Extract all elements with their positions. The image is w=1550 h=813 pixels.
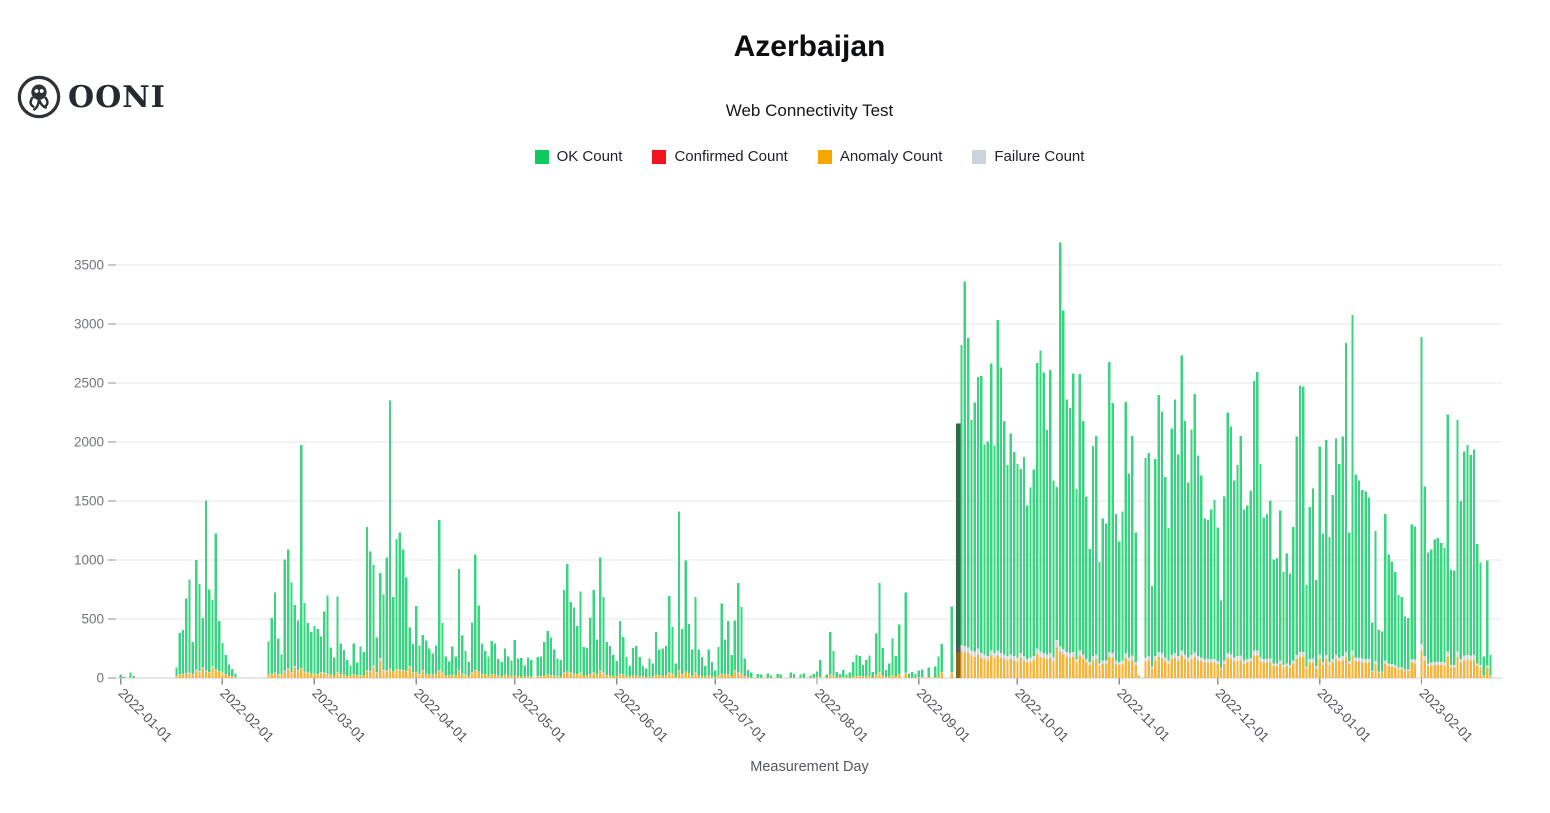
legend-label-anomaly: Anomaly Count xyxy=(839,148,943,165)
svg-text:2022-02-01: 2022-02-01 xyxy=(217,686,276,745)
svg-text:3500: 3500 xyxy=(74,258,104,273)
legend-item-anomaly-count[interactable]: Anomaly Count xyxy=(817,148,943,165)
ooni-wordmark: OONI xyxy=(68,79,166,115)
legend-item-confirmed-count[interactable]: Confirmed Count xyxy=(652,148,788,165)
svg-text:2022-10-01: 2022-10-01 xyxy=(1012,686,1071,745)
svg-text:500: 500 xyxy=(81,612,104,627)
legend-swatch-failure xyxy=(972,149,987,164)
page-title: Azerbaijan xyxy=(733,30,886,63)
svg-text:2022-11-01: 2022-11-01 xyxy=(1114,686,1173,745)
legend-item-ok-count[interactable]: OK Count xyxy=(534,148,623,165)
legend-swatch-anomaly xyxy=(817,149,832,164)
svg-text:2022-07-01: 2022-07-01 xyxy=(710,686,769,745)
ooni-octopus-icon xyxy=(17,75,61,119)
svg-text:3000: 3000 xyxy=(74,317,104,332)
chart-legend: OK Count Confirmed Count Anomaly Count F… xyxy=(117,148,1502,165)
svg-text:1000: 1000 xyxy=(74,553,104,568)
svg-text:0: 0 xyxy=(96,671,104,686)
svg-text:2023-02-01: 2023-02-01 xyxy=(1416,686,1475,745)
svg-text:2022-08-01: 2022-08-01 xyxy=(812,686,871,745)
legend-swatch-ok xyxy=(534,149,549,164)
svg-text:2500: 2500 xyxy=(74,376,104,391)
svg-text:2022-12-01: 2022-12-01 xyxy=(1213,686,1272,745)
legend-label-ok: OK Count xyxy=(556,148,623,165)
svg-text:2022-01-01: 2022-01-01 xyxy=(115,686,174,745)
bar-chart[interactable]: 0 500 1000 1500 2000 2500 3000 3500 2022-01-01 20… xyxy=(0,180,1550,813)
svg-text:2022-03-01: 2022-03-01 xyxy=(309,686,368,745)
svg-text:2022-06-01: 2022-06-01 xyxy=(612,686,671,745)
svg-text:2022-04-01: 2022-04-01 xyxy=(411,686,470,745)
legend-item-failure-count[interactable]: Failure Count xyxy=(972,148,1084,165)
svg-text:2000: 2000 xyxy=(74,435,104,450)
chart-subtitle: Web Connectivity Test xyxy=(725,101,894,120)
svg-text:2023-01-01: 2023-01-01 xyxy=(1315,686,1374,745)
legend-label-failure: Failure Count xyxy=(994,148,1085,165)
svg-text:2022-05-01: 2022-05-01 xyxy=(510,686,569,745)
legend-swatch-confirmed xyxy=(652,149,667,164)
svg-text:1500: 1500 xyxy=(74,494,104,509)
legend-label-confirmed: Confirmed Count xyxy=(674,148,788,165)
ooni-logo: OONI xyxy=(16,74,166,120)
x-axis-title: Measurement Day xyxy=(750,759,869,775)
svg-text:2022-09-01: 2022-09-01 xyxy=(914,686,973,745)
